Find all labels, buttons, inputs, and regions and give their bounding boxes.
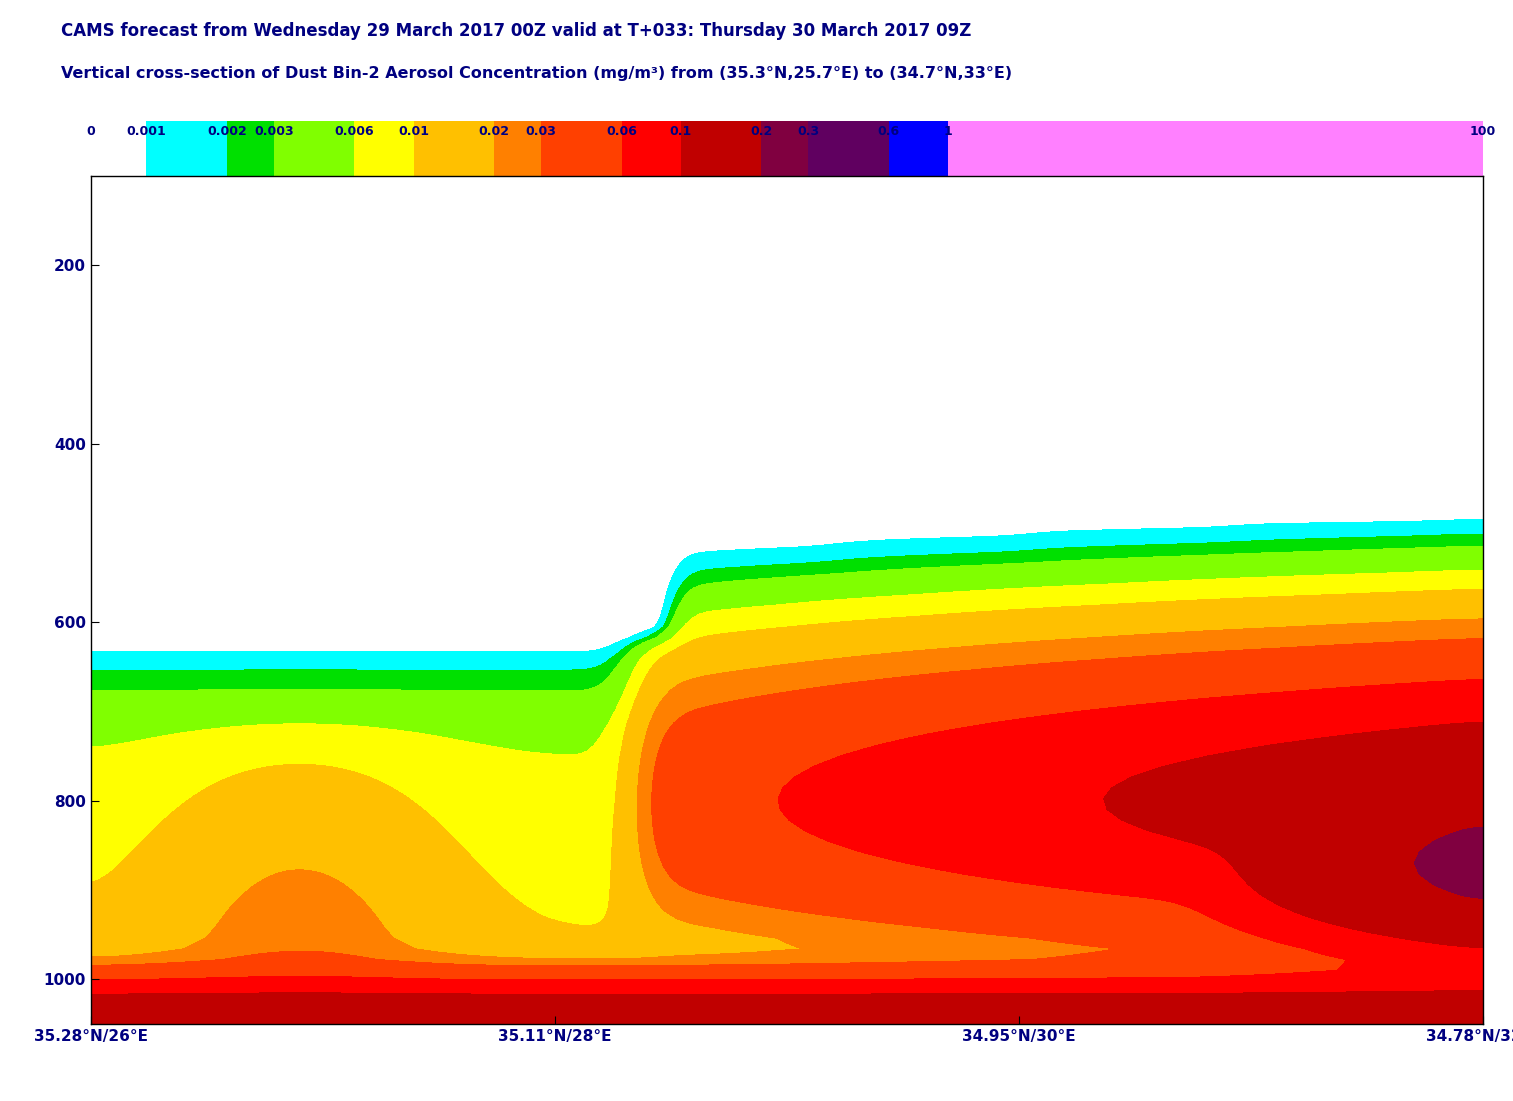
- Text: 0.002: 0.002: [207, 124, 247, 138]
- Text: 0.2: 0.2: [750, 124, 773, 138]
- Bar: [542, 121, 622, 176]
- Text: 0: 0: [86, 124, 95, 138]
- Text: 0.02: 0.02: [478, 124, 510, 138]
- Text: 0.01: 0.01: [398, 124, 430, 138]
- Text: 0.06: 0.06: [607, 124, 637, 138]
- Text: 0.006: 0.006: [334, 124, 374, 138]
- Bar: [274, 121, 354, 176]
- Bar: [890, 121, 949, 176]
- Text: CAMS forecast from Wednesday 29 March 2017 00Z valid at T+033: Thursday 30 March: CAMS forecast from Wednesday 29 March 20…: [61, 22, 971, 40]
- Text: 0.6: 0.6: [878, 124, 900, 138]
- Bar: [147, 121, 227, 176]
- Text: 0.3: 0.3: [797, 124, 820, 138]
- Bar: [495, 121, 542, 176]
- Bar: [808, 121, 890, 176]
- Text: 100: 100: [1469, 124, 1496, 138]
- Text: 0.1: 0.1: [670, 124, 691, 138]
- Bar: [227, 121, 274, 176]
- Text: 0.001: 0.001: [127, 124, 166, 138]
- Bar: [413, 121, 495, 176]
- Text: 1: 1: [944, 124, 953, 138]
- Text: Vertical cross-section of Dust Bin-2 Aerosol Concentration (mg/m³) from (35.3°N,: Vertical cross-section of Dust Bin-2 Aer…: [61, 66, 1012, 81]
- Bar: [91, 121, 147, 176]
- Bar: [681, 121, 761, 176]
- Bar: [622, 121, 681, 176]
- Text: 0.003: 0.003: [254, 124, 294, 138]
- Text: 0.03: 0.03: [527, 124, 557, 138]
- Bar: [354, 121, 413, 176]
- Bar: [949, 121, 1483, 176]
- Bar: [761, 121, 808, 176]
